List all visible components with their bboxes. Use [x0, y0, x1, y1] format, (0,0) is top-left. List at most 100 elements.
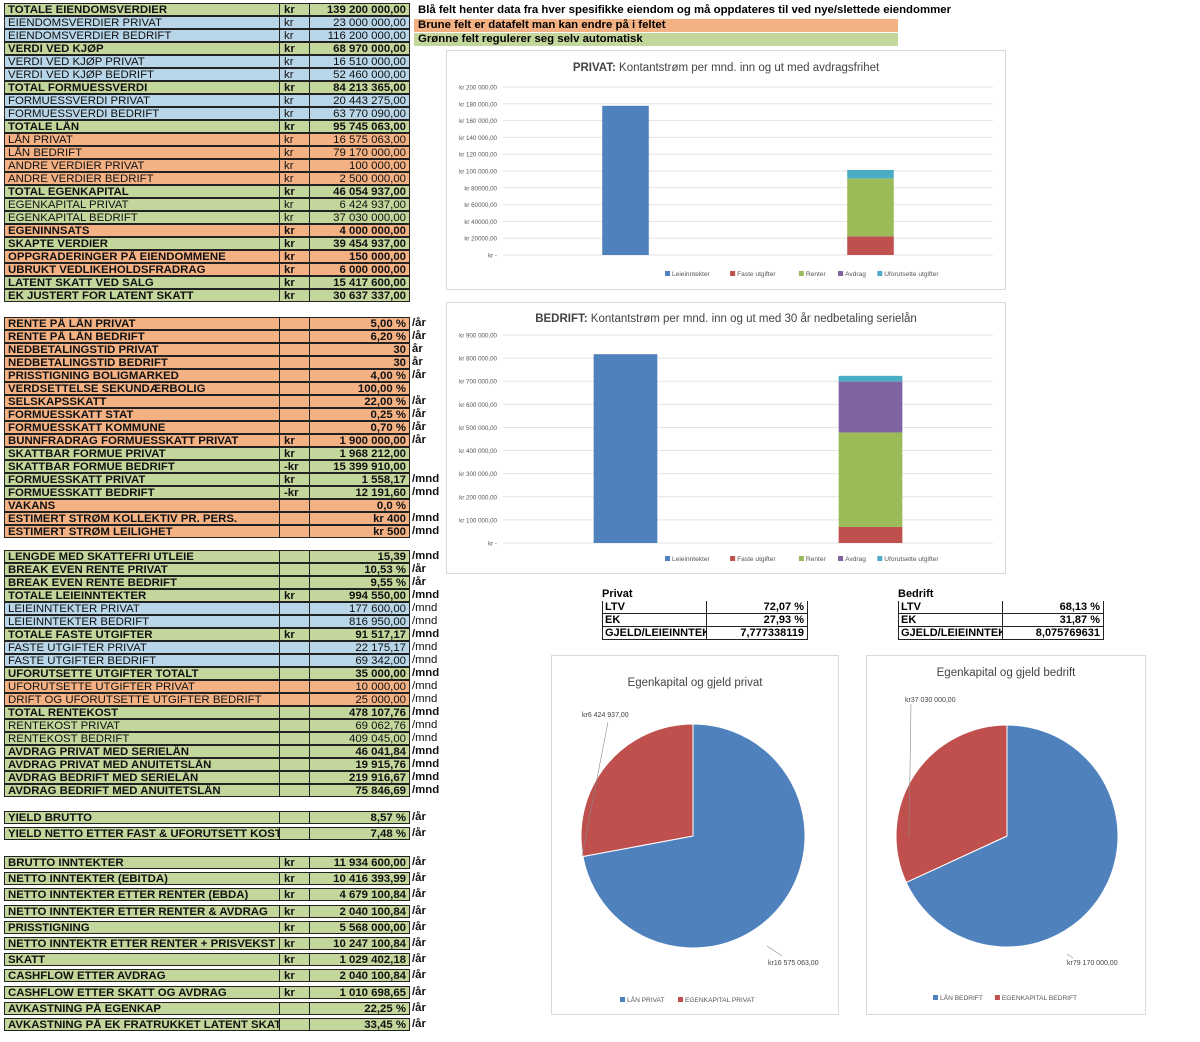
row-currency: -kr	[280, 486, 310, 499]
row-unit: /år	[412, 969, 426, 982]
table-value: 8,075769631	[1035, 627, 1100, 639]
sheet-row: PRISSTIGNING kr 5 568 000,00/år	[4, 920, 442, 934]
row-currency: -kr	[280, 460, 310, 473]
row-label: YIELD NETTO ETTER FAST & UFORUTSETT KOST	[4, 827, 280, 840]
legend-label: Leieinntekter	[672, 556, 711, 563]
sheet-row: SKATT kr 1 029 402,18/år	[4, 953, 442, 967]
sheet-row: NEDBETALINGSTID PRIVAT 30 år	[4, 343, 442, 356]
row-value: 63 770 090,00	[310, 107, 410, 120]
row-label: NETTO INNTEKTER (EBITDA)	[4, 872, 280, 886]
legend-swatch	[665, 556, 670, 561]
row-unit	[410, 198, 442, 211]
sheet-row: EIENDOMSVERDIER PRIVAT kr 23 000 000,00	[4, 16, 442, 29]
sheet-row: RENTE PÅ LÅN PRIVAT 5,00 %/år	[4, 317, 442, 330]
row-currency	[280, 771, 310, 784]
row-label: NEDBETALINGSTID BEDRIFT	[4, 356, 280, 369]
row-currency: kr	[280, 237, 310, 250]
table-value: 68,13 %	[1059, 601, 1100, 613]
y-tick-label: kr 60000,00	[464, 202, 497, 209]
row-label: NEDBETALINGSTID PRIVAT	[4, 343, 280, 356]
row-value: 30	[310, 343, 410, 356]
row-label: EIENDOMSVERDIER BEDRIFT	[4, 29, 280, 42]
sheet-row: YIELD BRUTTO 8,57 %/år	[4, 811, 442, 824]
sheet-row: EGENKAPITAL PRIVAT kr 6 424 937,00	[4, 198, 442, 211]
chart-title: PRIVAT: Kontantstrøm per mnd. inn og ut …	[573, 62, 880, 74]
row-value: 75 846,69	[310, 784, 410, 797]
legend-label: Leieinntekter	[672, 271, 711, 278]
row-unit: /år	[412, 920, 426, 933]
sheet-row: UFORUTSETTE UTGIFTER TOTALT 35 000,00/mnd	[4, 667, 442, 680]
row-value: 1 558,17	[310, 473, 410, 486]
row-label: BUNNFRADRAG FORMUESSKATT PRIVAT	[4, 434, 280, 447]
bar-uforutsette-utgifter	[838, 375, 903, 382]
sheet-row: RENTEKOST PRIVAT 69 062,76/mnd	[4, 719, 442, 732]
legend-label: Uforutsette utgifter	[884, 271, 939, 278]
row-unit: /mnd	[412, 693, 438, 705]
legend-label: EGENKAPITAL PRIVAT	[685, 997, 755, 1004]
row-currency	[280, 654, 310, 667]
row-unit: /mnd	[412, 641, 438, 653]
row-value: 22,25 %	[310, 1001, 410, 1015]
sheet-row: BUNNFRADRAG FORMUESSKATT PRIVAT kr 1 900 0…	[4, 434, 442, 447]
row-label: TOTALE LÅN	[4, 120, 280, 133]
row-currency	[280, 719, 310, 732]
row-unit: /år	[412, 872, 426, 885]
row-value: 15,39	[310, 550, 410, 563]
row-unit: /mnd	[412, 680, 438, 692]
sheet-row: AVKASTNING PÅ EGENKAP 22,25 %/år	[4, 1001, 442, 1015]
sheet-row: AVDRAG PRIVAT MED SERIELÅN 46 041,84/mnd	[4, 745, 442, 758]
bar-renter	[838, 432, 903, 527]
row-value: kr 500	[310, 525, 410, 538]
row-value: 22 175,17	[310, 641, 410, 654]
row-value: 4 000 000,00	[310, 224, 410, 237]
row-label: NETTO INNTEKTER ETTER RENTER (EBDA)	[4, 888, 280, 902]
row-unit	[410, 146, 442, 159]
sheet-row: VERDI VED KJØP kr 68 970 000,00	[4, 42, 442, 55]
row-value: 100 000,00	[310, 159, 410, 172]
row-unit: /mnd	[412, 732, 438, 744]
sheet-row: FORMUESSKATT BEDRIFT -kr 12 191,60/mnd	[4, 486, 442, 499]
row-label: NETTO INNTEKTR ETTER RENTER + PRISVEKST	[4, 937, 280, 950]
leader-line	[908, 703, 912, 837]
row-value: 994 550,00	[310, 589, 410, 602]
row-value: 23 000 000,00	[310, 16, 410, 29]
legend-swatch	[994, 995, 1000, 1000]
row-unit	[410, 29, 442, 42]
row-value: 150 000,00	[310, 250, 410, 263]
row-currency: kr	[280, 434, 310, 447]
row-currency: kr	[280, 211, 310, 224]
row-unit: år	[412, 356, 423, 368]
sheet-row: FORMUESSVERDI PRIVAT kr 20 443 275,00	[4, 94, 442, 107]
row-value: 100,00 %	[310, 382, 410, 395]
row-currency: kr	[280, 628, 310, 641]
row-label: BRUTTO INNTEKTER	[4, 856, 280, 869]
row-label: PRISSTIGNING	[4, 920, 280, 934]
row-value: 22,00 %	[310, 395, 410, 408]
table-row: LTV 68,13 %	[898, 601, 1104, 614]
sheet-row: RENTE PÅ LÅN BEDRIFT 6,20 %/år	[4, 330, 442, 343]
y-tick-label: kr 100 000,00	[459, 169, 497, 176]
sheet-row: EGENKAPITAL BEDRIFT kr 37 030 000,00	[4, 211, 442, 224]
sheet-row: TOTAL FORMUESSVERDI kr 84 213 365,00	[4, 81, 442, 94]
legend-swatch	[933, 995, 938, 1000]
row-unit: /år	[412, 827, 426, 839]
row-currency	[280, 811, 310, 824]
row-unit: /mnd	[412, 589, 440, 601]
y-tick-label: kr 400 000,00	[459, 448, 497, 455]
row-currency	[280, 525, 310, 538]
legend-swatch	[730, 271, 736, 276]
row-value: 1 968 212,00	[310, 447, 410, 460]
row-currency	[280, 343, 310, 356]
row-value: 8,57 %	[310, 811, 410, 824]
row-value: 4 679 100,84	[310, 888, 410, 902]
row-currency: kr	[280, 16, 310, 29]
row-currency: kr	[280, 185, 310, 198]
sheet-row: VERDI VED KJØP PRIVAT kr 16 510 000,00	[4, 55, 442, 68]
row-unit	[410, 250, 442, 263]
row-currency: kr	[280, 172, 310, 185]
row-value: 1 010 698,65	[310, 985, 410, 999]
legend-swatch	[665, 271, 670, 276]
sheet-row: NETTO INNTEKTER ETTER RENTER (EBDA) kr 4 6…	[4, 888, 442, 902]
row-unit: /år	[412, 563, 426, 575]
row-value: 2 040 100,84	[310, 969, 410, 983]
